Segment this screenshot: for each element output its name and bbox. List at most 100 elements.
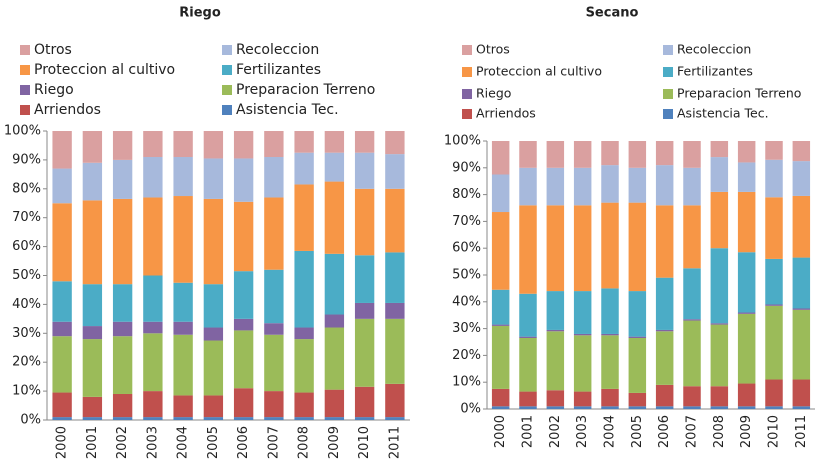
bar-segment [324,253,345,315]
x-tick-label: 2004 [603,415,618,448]
bar-segment [143,275,163,322]
bar-segment [354,302,375,319]
legend-label: Recoleccion [236,42,319,58]
bar-segment [203,198,224,285]
bar-segment [546,167,565,206]
bar-segment [573,167,592,206]
legend-label: Asistencia Tec. [236,102,339,118]
bar-segment [601,202,619,289]
legend-label: Recoleccion [677,42,751,57]
bar-segment [82,200,103,285]
bar-segment [765,406,783,409]
bar-segment [737,313,756,384]
bar-segment [655,329,674,332]
bar-segment [491,212,510,290]
bar-segment [112,393,133,418]
bar-segment [82,396,103,418]
bar-segment [385,417,405,420]
x-tick-label: 2002 [548,415,563,448]
bar-segment [491,388,510,407]
bar-segment [491,289,510,325]
bar-segment [491,141,510,175]
legend-swatch [20,45,30,55]
bar-segment [519,167,537,206]
bar-segment [765,258,783,305]
bar-segment [203,131,224,159]
y-tick-label: 10% [452,375,481,390]
bar-segment [519,406,537,409]
bar-segment [52,336,72,393]
bar-segment [173,282,193,322]
y-tick-label: 70% [12,210,41,225]
x-tick-label: 2007 [685,415,700,448]
bar-segment [546,141,565,168]
bar-segment [143,197,163,276]
legend-swatch [222,65,232,75]
bar-segment [573,333,592,336]
legend-swatch [462,109,472,119]
bar-segment [354,255,375,303]
bar-segment [628,406,647,409]
bar-segment [52,168,72,204]
bar-segment [655,384,674,407]
bar-segment [385,188,405,253]
bar-segment [112,284,133,322]
y-tick-label: 100% [444,134,481,149]
bar-segment [52,203,72,282]
bar-segment [112,336,133,394]
bar-segment [82,326,103,340]
bar-segment [710,157,729,192]
bar-segment [737,191,756,253]
bar-segment [519,205,537,294]
legend-swatch [462,45,472,55]
bar-segment [573,141,592,168]
legend-label: Otros [476,42,510,57]
bar-segment [143,391,163,418]
bar-segment [546,291,565,330]
bar-segment [519,293,537,337]
bar-segment [519,391,537,407]
legend-swatch [20,105,30,115]
bar-segment [765,379,783,407]
bar-segment [573,335,592,392]
bar-segment [324,314,345,328]
bar-segment [601,333,619,336]
bar-segment [491,406,510,409]
x-tick-label: 2003 [575,415,590,448]
legend-swatch [462,67,472,77]
bar-segment [82,339,103,397]
x-tick-label: 2000 [55,426,70,459]
legend-swatch [663,67,673,77]
bar-segment [519,141,537,168]
bar-segment [546,406,565,409]
bar-segment [233,388,254,418]
bar-segment [324,152,345,182]
legend-label: Proteccion al cultivo [476,64,602,79]
bar-segment [710,141,729,158]
bar-segment [628,392,647,407]
bar-segment [765,305,783,380]
bar-segment [143,417,163,420]
y-tick-label: 30% [12,326,41,341]
bar-segment [203,395,224,418]
bar-segment [264,197,284,270]
bar-segment [385,154,405,189]
legend-label: Arriendos [34,102,101,118]
bar-segment [792,379,811,407]
bar-segment [173,157,193,197]
bar-segment [233,131,254,159]
bar-segment [683,205,701,269]
bar-segment [385,318,405,384]
legend-swatch [20,65,30,75]
bar-segment [765,159,783,198]
bar-segment [354,131,375,153]
bar-segment [601,335,619,389]
bar-segment [628,291,647,337]
bar-segment [737,383,756,407]
bar-segment [710,191,729,249]
bar-segment [737,141,756,163]
bar-segment [112,417,133,420]
y-tick-label: 20% [452,348,481,363]
bar-segment [203,284,224,328]
